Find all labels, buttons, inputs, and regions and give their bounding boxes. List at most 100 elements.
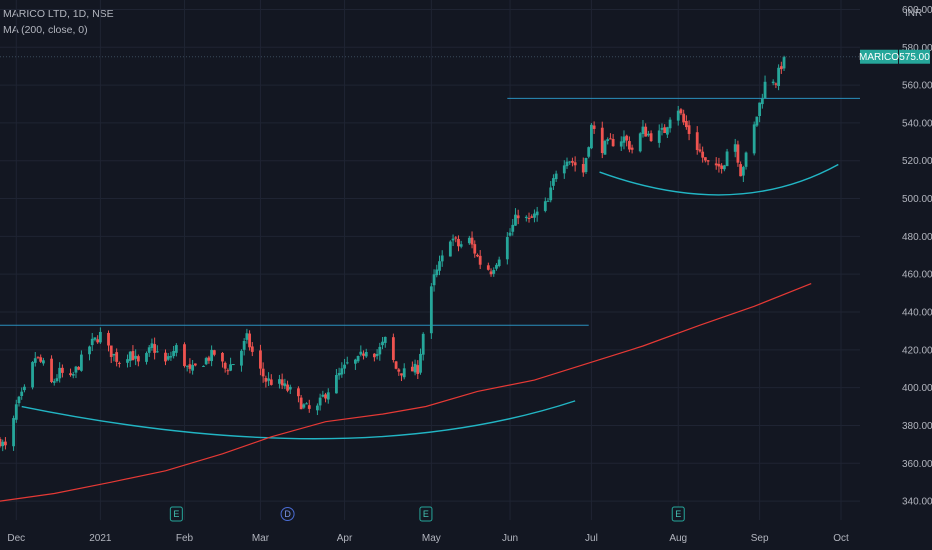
candle-body [191, 365, 195, 371]
candle-body [305, 403, 308, 405]
candle-body [524, 216, 528, 218]
candle-body [641, 126, 645, 134]
candle-body [288, 386, 292, 390]
candle-body [511, 224, 515, 232]
indicator-legend[interactable]: MA (200, close, 0) [3, 24, 88, 36]
candle-body [476, 254, 479, 257]
candle-body [245, 333, 249, 340]
candle-body [416, 365, 420, 375]
candle-body [530, 216, 534, 218]
candle-body [221, 352, 224, 362]
candle-body [676, 110, 680, 121]
candle-body [649, 133, 653, 142]
candle-body [457, 238, 460, 247]
candle-body [259, 350, 262, 369]
candle-body [128, 351, 132, 361]
candle-body [495, 264, 498, 269]
candle-body [93, 337, 97, 340]
candle-body [644, 126, 648, 137]
price-tick-label: 500.00 [902, 194, 932, 205]
candle-body [440, 255, 444, 262]
candle-body [172, 351, 176, 357]
candle-body [50, 358, 53, 382]
candle-body [269, 379, 273, 385]
candle-body [573, 162, 577, 166]
candle-body [429, 286, 433, 334]
candle-body [505, 237, 509, 260]
candle-body [516, 215, 520, 219]
candle-body [210, 349, 214, 362]
candle-body [278, 379, 281, 384]
candle-body [687, 125, 691, 134]
candles [0, 55, 860, 452]
time-tick-label: Jul [585, 533, 598, 544]
candle-body [470, 237, 474, 245]
dividend-badge[interactable] [280, 507, 295, 521]
candle-body [533, 213, 536, 218]
ma-line [0, 283, 812, 502]
time-axis[interactable]: Dec 2021 Feb Mar Apr May Jun Jul Aug Sep Oct [7, 533, 849, 544]
candle-body [497, 259, 501, 266]
candle-body [771, 81, 775, 84]
price-axis[interactable]: 340.00 360.00 380.00 400.00 420.00 440.00 460.… [902, 5, 932, 508]
candle-body [1, 441, 5, 447]
candle-body [628, 141, 631, 150]
candle-body [60, 367, 64, 373]
candle-body [459, 244, 463, 247]
candle-body [489, 271, 493, 275]
price-tick-label: 360.00 [902, 459, 932, 470]
candle-body [432, 274, 436, 286]
candle-body [96, 339, 100, 343]
candle-body [283, 383, 287, 387]
candle-body [752, 124, 756, 154]
candle-body [318, 397, 322, 406]
candle-body [250, 346, 254, 352]
candle-body [454, 237, 458, 239]
candle-body [660, 127, 664, 130]
candle-body [71, 374, 75, 376]
candle-body [609, 138, 612, 140]
candle-body [741, 167, 745, 176]
candle-body [169, 356, 173, 358]
candle-body [397, 369, 401, 372]
candle-body [419, 353, 422, 373]
annotations [0, 97, 860, 440]
candle-body [706, 160, 710, 162]
candle-body [0, 438, 2, 447]
candle-body [758, 102, 762, 117]
price-tick-label: 400.00 [902, 383, 932, 394]
candle-body [155, 351, 159, 353]
candle-body [492, 269, 496, 274]
earnings-badge[interactable] [671, 506, 685, 522]
candle-body [372, 353, 376, 358]
candle-body [625, 135, 629, 141]
grid [0, 0, 860, 520]
candle-body [736, 144, 740, 163]
candle-body [31, 362, 34, 388]
candle-body [663, 127, 667, 134]
candle-body [739, 164, 743, 177]
candle-body [383, 336, 387, 343]
candle-body [264, 377, 268, 382]
candle-body [212, 350, 216, 355]
candle-body [12, 418, 15, 447]
candle-body [353, 359, 357, 364]
candle-body [131, 351, 135, 361]
price-tick-label: 440.00 [902, 308, 932, 319]
candle-body [207, 357, 211, 361]
candle-body [774, 83, 778, 85]
candle-body [117, 362, 121, 364]
candle-body [584, 158, 588, 173]
candle-body [4, 441, 7, 446]
candle-body [375, 353, 379, 357]
candle-body [606, 139, 610, 142]
earnings-badge[interactable] [169, 506, 183, 522]
candle-body [240, 350, 243, 366]
candle-body [335, 375, 338, 394]
currency-label: INR [905, 8, 923, 19]
candle-body [316, 405, 319, 411]
candle-body [600, 127, 604, 154]
candle-body [603, 140, 607, 155]
earnings-badge[interactable] [419, 506, 433, 522]
